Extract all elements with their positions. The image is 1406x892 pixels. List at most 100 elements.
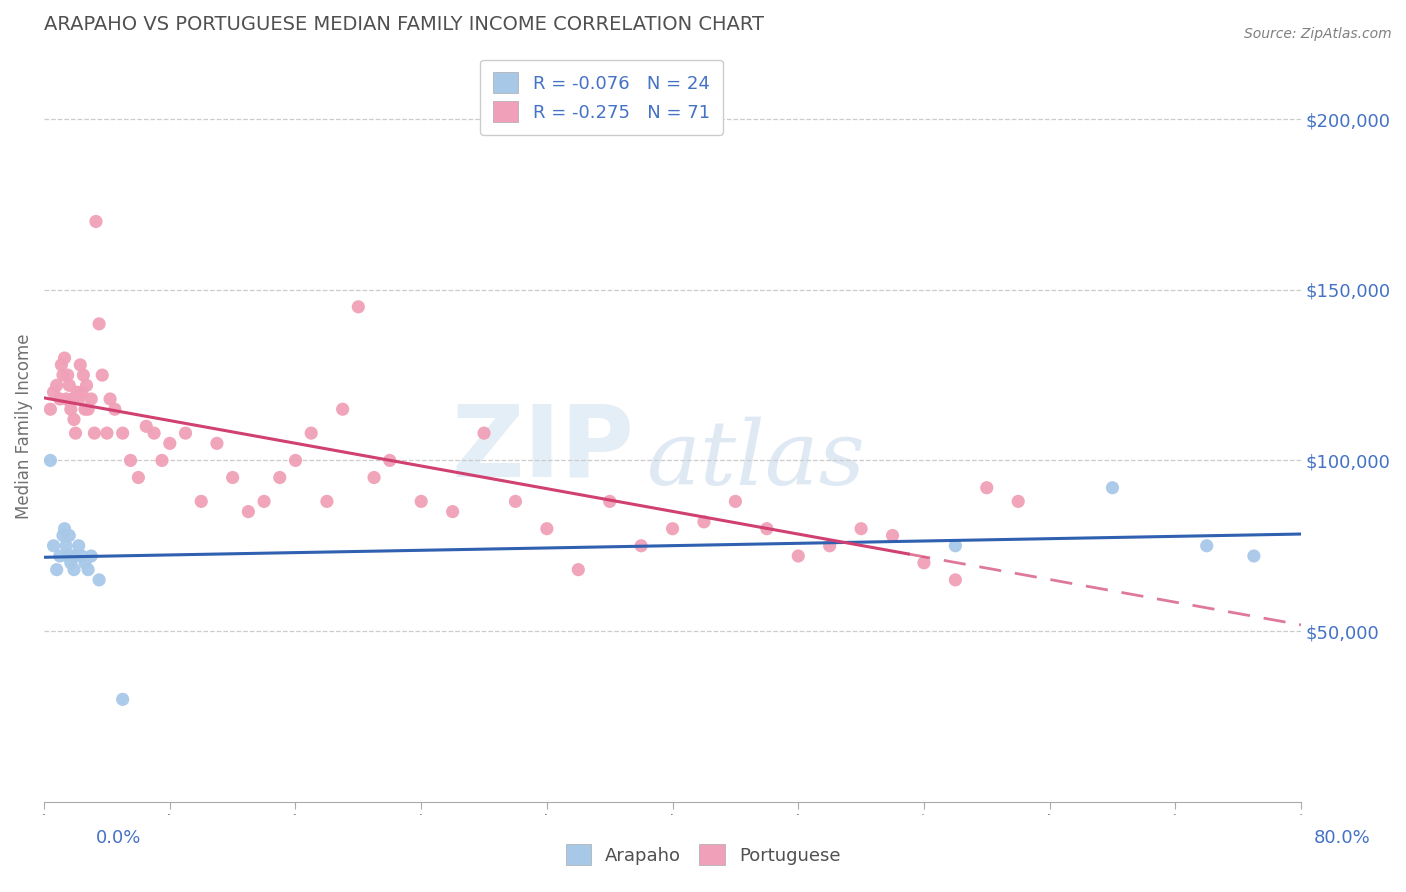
Point [65, 426, 87, 441]
Point [332, 402, 354, 417]
Point [70, 385, 93, 400]
Point [67, 392, 90, 406]
Point [693, 515, 716, 529]
Text: 0.0%: 0.0% [96, 830, 141, 847]
Point [67, 539, 90, 553]
Point [411, 494, 433, 508]
Point [58, 528, 80, 542]
Point [630, 539, 652, 553]
Point [127, 470, 149, 484]
Point [49, 549, 72, 563]
Point [787, 549, 810, 563]
Point [87, 317, 110, 331]
Point [943, 539, 966, 553]
Point [51, 358, 73, 372]
Point [378, 453, 401, 467]
Point [253, 494, 276, 508]
Point [53, 351, 76, 365]
Point [976, 481, 998, 495]
Point [159, 436, 181, 450]
Point [174, 426, 197, 441]
Point [65, 549, 87, 563]
Point [567, 563, 589, 577]
Text: ARAPAHO VS PORTUGUESE MEDIAN FAMILY INCOME CORRELATION CHART: ARAPAHO VS PORTUGUESE MEDIAN FAMILY INCO… [44, 15, 763, 34]
Point [77, 563, 100, 577]
Point [42, 385, 65, 400]
Point [83, 426, 105, 441]
Point [73, 556, 96, 570]
Text: 80.0%: 80.0% [1315, 830, 1371, 847]
Point [72, 368, 94, 383]
Point [42, 539, 65, 553]
Point [39, 453, 62, 467]
Point [55, 392, 77, 406]
Point [1007, 494, 1029, 508]
Point [45, 563, 67, 577]
Point [299, 426, 322, 441]
Point [347, 300, 370, 314]
Point [52, 368, 75, 383]
Y-axis label: Median Family Income: Median Family Income [15, 334, 32, 519]
Point [70, 549, 93, 563]
Point [536, 522, 558, 536]
Point [73, 402, 96, 417]
Point [472, 426, 495, 441]
Point [52, 528, 75, 542]
Point [87, 573, 110, 587]
Point [45, 378, 67, 392]
Point [59, 402, 82, 417]
Text: ZIP: ZIP [451, 401, 636, 498]
Point [1195, 539, 1218, 553]
Point [818, 539, 841, 553]
Point [98, 392, 121, 406]
Point [505, 494, 527, 508]
Point [150, 453, 173, 467]
Point [56, 549, 79, 563]
Point [284, 453, 307, 467]
Point [135, 419, 157, 434]
Point [76, 378, 98, 392]
Point [104, 402, 127, 417]
Text: atlas: atlas [647, 417, 866, 503]
Point [96, 426, 118, 441]
Legend: Arapaho, Portuguese: Arapaho, Portuguese [557, 835, 849, 874]
Point [39, 402, 62, 417]
Point [441, 505, 464, 519]
Point [55, 539, 77, 553]
Point [66, 385, 89, 400]
Point [69, 358, 91, 372]
Point [221, 470, 243, 484]
Point [882, 528, 904, 542]
Point [77, 402, 100, 417]
Point [111, 692, 134, 706]
Point [724, 494, 747, 508]
Text: Source: ZipAtlas.com: Source: ZipAtlas.com [1244, 27, 1392, 41]
Point [111, 426, 134, 441]
Point [84, 214, 107, 228]
Point [912, 556, 935, 570]
Point [205, 436, 228, 450]
Point [56, 368, 79, 383]
Point [943, 573, 966, 587]
Point [363, 470, 385, 484]
Point [80, 549, 103, 563]
Point [49, 392, 72, 406]
Point [80, 392, 103, 406]
Point [269, 470, 291, 484]
Point [53, 522, 76, 536]
Point [190, 494, 212, 508]
Point [63, 412, 86, 426]
Legend: R = -0.076   N = 24, R = -0.275   N = 71: R = -0.076 N = 24, R = -0.275 N = 71 [481, 60, 723, 135]
Point [91, 368, 114, 383]
Point [60, 392, 83, 406]
Point [755, 522, 778, 536]
Point [1101, 481, 1123, 495]
Point [599, 494, 621, 508]
Point [143, 426, 166, 441]
Point [63, 563, 86, 577]
Point [238, 505, 260, 519]
Point [120, 453, 142, 467]
Point [59, 556, 82, 570]
Point [661, 522, 683, 536]
Point [60, 549, 83, 563]
